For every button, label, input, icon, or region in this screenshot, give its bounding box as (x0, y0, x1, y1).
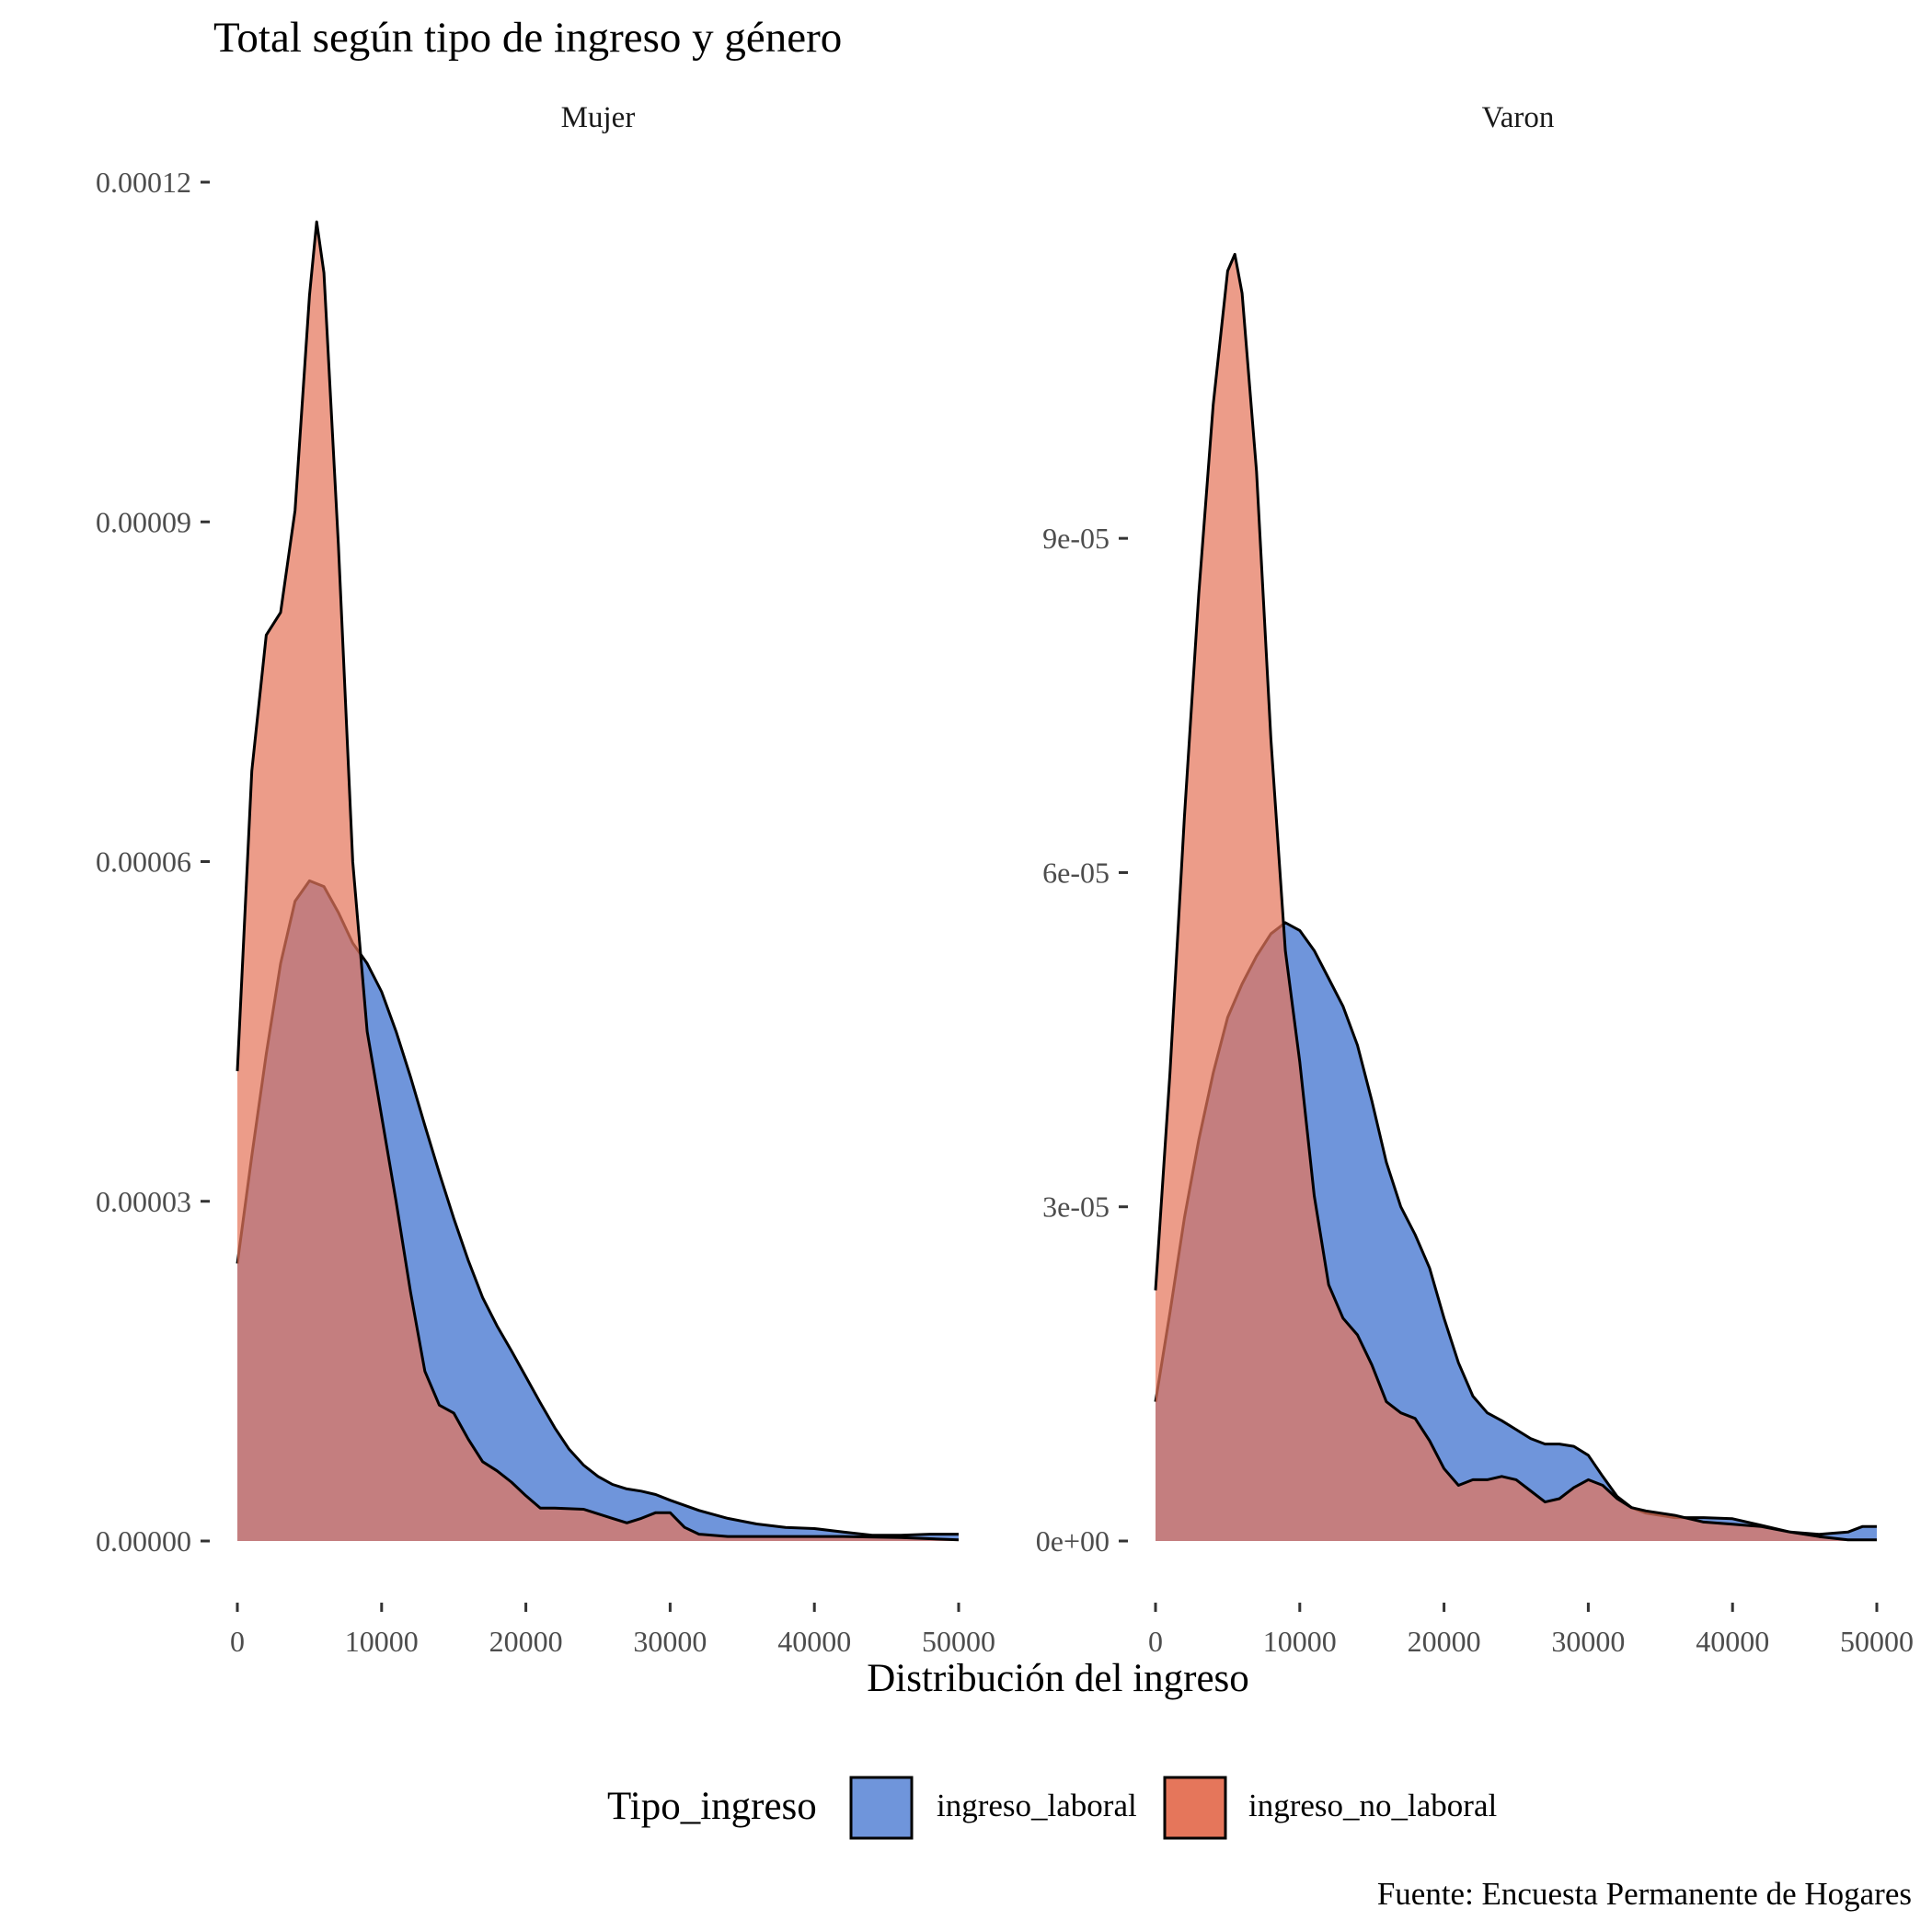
legend-label-no-laboral: ingreso_no_laboral (1248, 1788, 1497, 1823)
legend: Tipo_ingreso ingreso_laboral ingreso_no_… (607, 1776, 1497, 1840)
y-tick-label: 0.00012 (96, 166, 191, 199)
x-axis-label: Distribución del ingreso (867, 1657, 1249, 1700)
panel-varon: Varon 0e+00 3e-05 6e-05 9e-05 0 10000 20000 3000… (1036, 101, 1914, 1658)
panels: Mujer 0.00000 0.00003 0.00006 0.00009 0.00012… (96, 101, 1914, 1658)
caption: Fuente: Encuesta Permanente de Hogares (1377, 1876, 1912, 1912)
density-outline-ingreso-no-laboral (1154, 252, 1877, 1542)
legend-label-laboral: ingreso_laboral (937, 1788, 1137, 1823)
density-area-ingreso-no-laboral (237, 222, 959, 1542)
x-tick-label: 30000 (633, 1625, 707, 1658)
x-tick-label: 0 (1148, 1625, 1163, 1658)
y-tick-label: 3e-05 (1042, 1190, 1110, 1224)
legend-swatch-no-laboral (1163, 1776, 1227, 1840)
x-tick-label: 10000 (345, 1625, 419, 1658)
x-tick-label: 40000 (1696, 1625, 1769, 1658)
panel-mujer: Mujer 0.00000 0.00003 0.00006 0.00009 0.00012… (96, 101, 995, 1658)
x-tick-label: 20000 (1408, 1625, 1481, 1658)
y-tick-label: 0e+00 (1036, 1524, 1110, 1558)
x-tick-label: 50000 (922, 1625, 995, 1658)
legend-title: Tipo_ingreso (607, 1785, 817, 1828)
x-tick-label: 10000 (1263, 1625, 1337, 1658)
y-tick-label: 0.00000 (96, 1524, 191, 1558)
density-area-ingreso-no-laboral (1156, 254, 1877, 1541)
x-tick-label: 40000 (777, 1625, 851, 1658)
legend-swatch-laboral (849, 1776, 914, 1840)
y-tick-label: 0.00006 (96, 845, 191, 879)
y-tick-label: 0.00009 (96, 505, 191, 538)
y-tick-label: 0.00003 (96, 1185, 191, 1218)
density-outline-ingreso-no-laboral (236, 220, 960, 1542)
x-tick-label: 50000 (1840, 1625, 1914, 1658)
strip-label: Mujer (561, 101, 636, 134)
chart-title: Total según tipo de ingreso y género (213, 14, 842, 62)
x-tick-label: 0 (230, 1625, 245, 1658)
strip-label: Varon (1482, 101, 1555, 134)
y-tick-label: 6e-05 (1042, 856, 1110, 889)
x-tick-label: 20000 (489, 1625, 563, 1658)
y-tick-label: 9e-05 (1042, 522, 1110, 555)
x-tick-label: 30000 (1551, 1625, 1625, 1658)
